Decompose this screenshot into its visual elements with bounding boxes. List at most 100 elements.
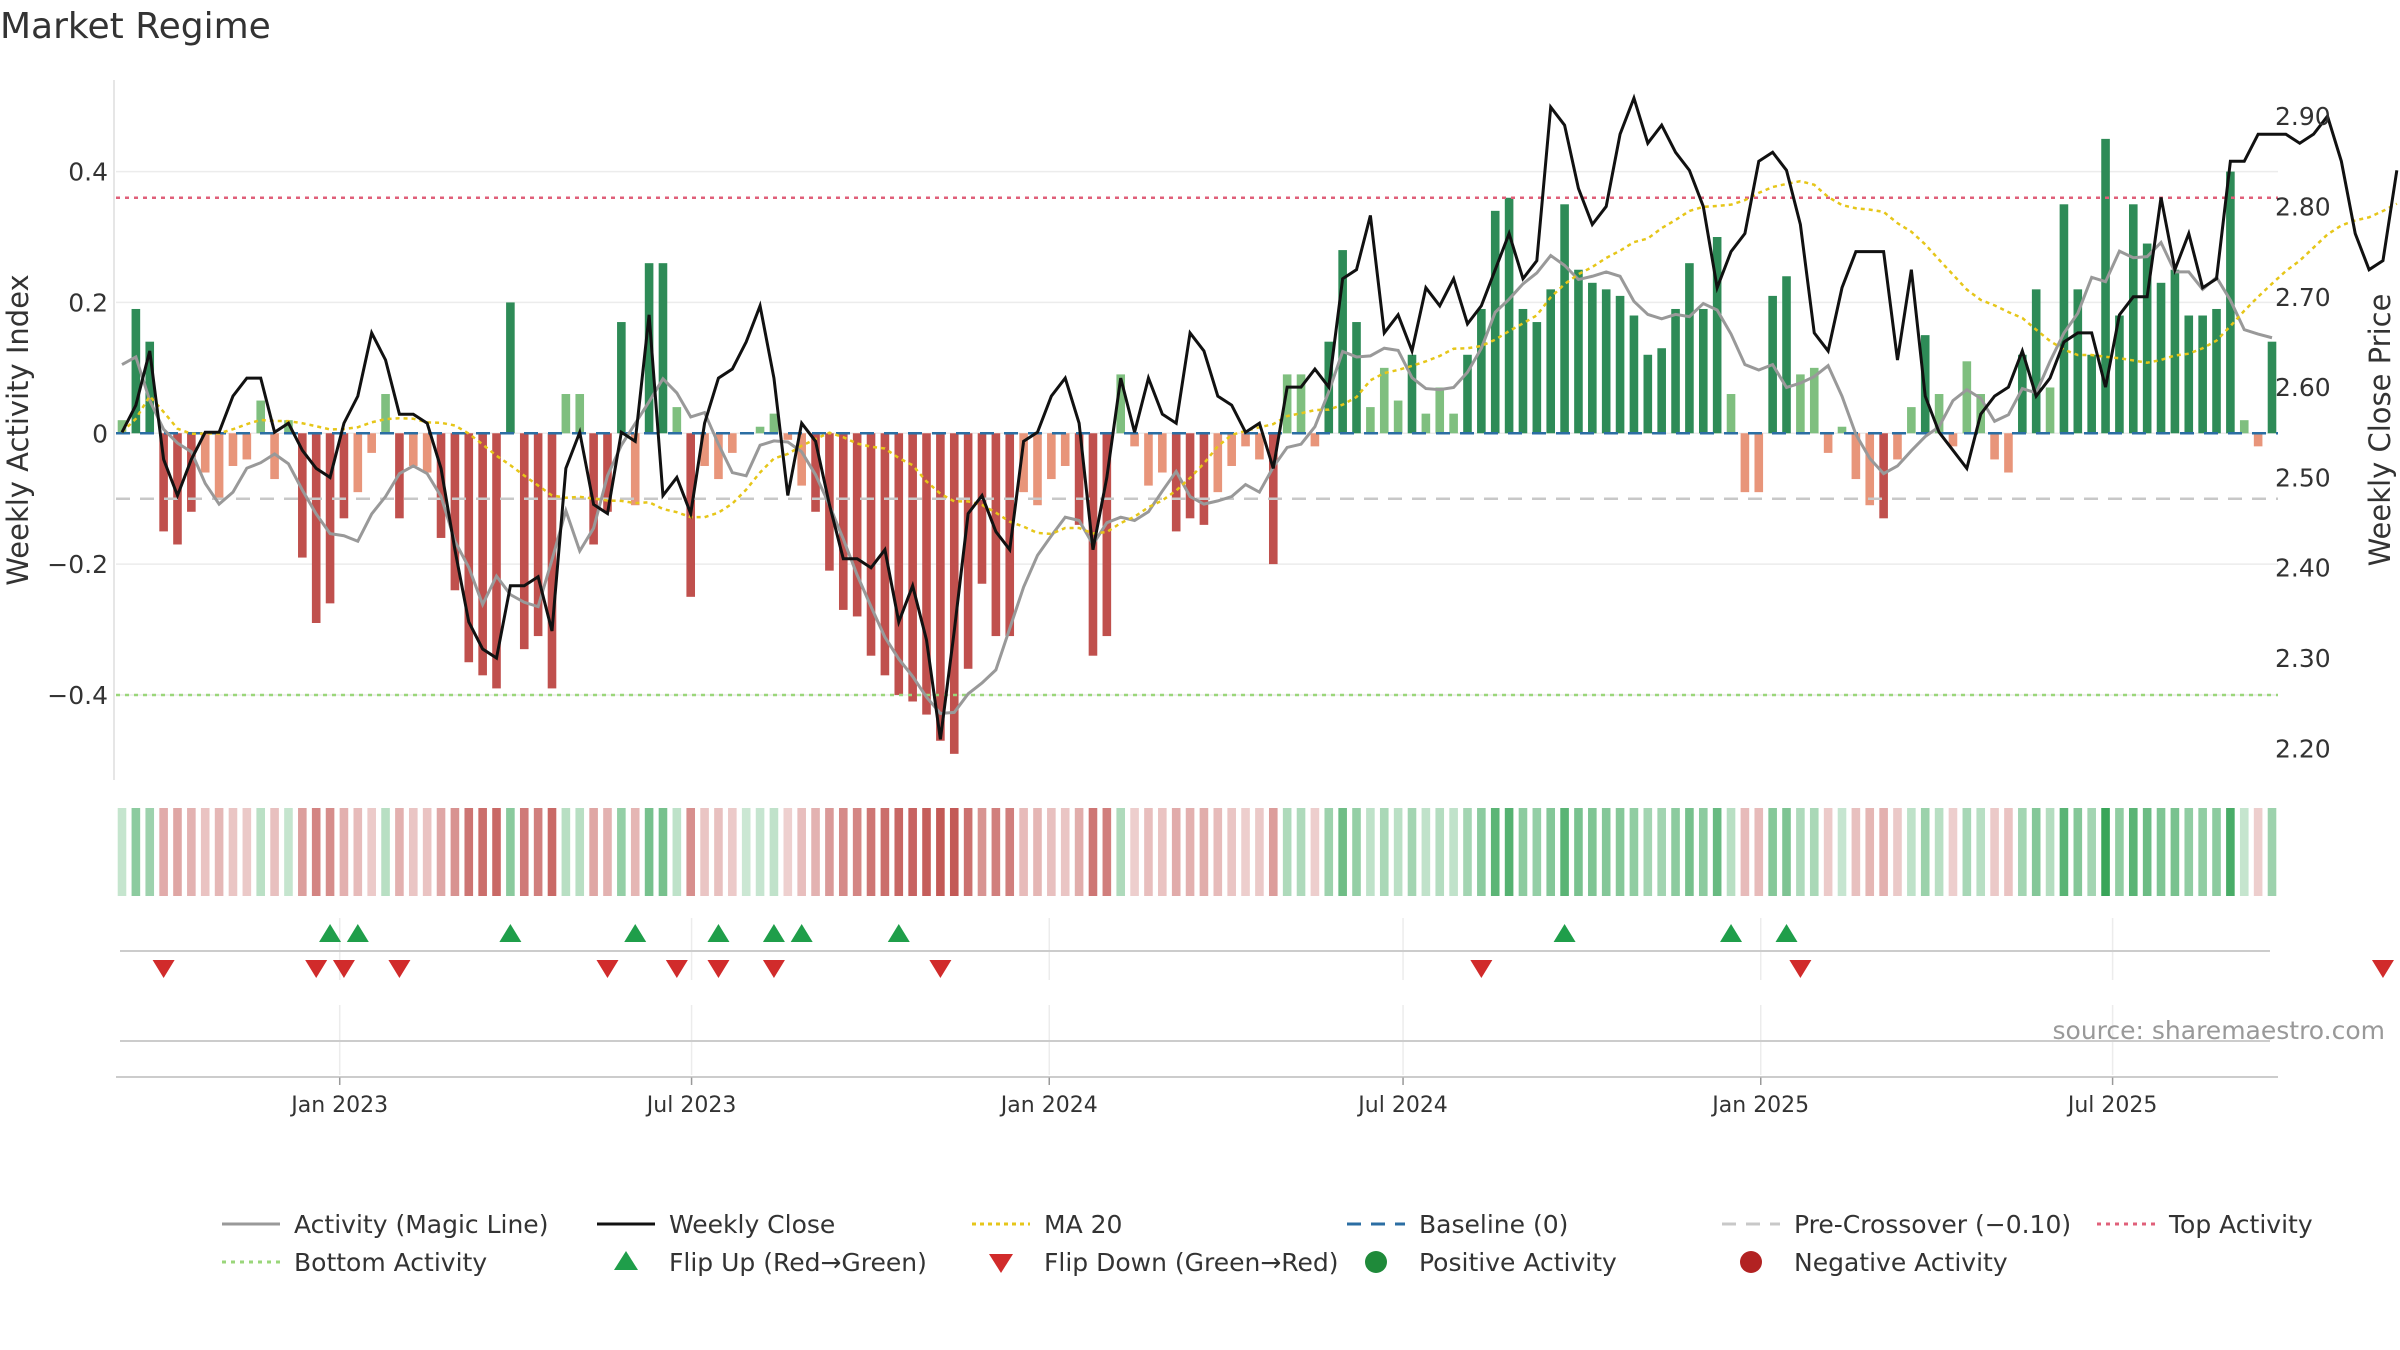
flip-down-marker [665,960,688,978]
legend-label: Top Activity [2168,1210,2313,1239]
legend-label: Positive Activity [1419,1248,1617,1277]
activity-bar [1379,367,1389,434]
regime-strip-cell [1504,808,1514,896]
activity-bar [2045,387,2055,434]
activity-bar [1102,433,1112,637]
regime-strip-cell [131,808,141,896]
activity-bar [1823,433,1833,453]
activity-bar [1643,354,1653,434]
legend-swatch [1740,1251,1762,1273]
activity-bar [1532,322,1542,434]
x-tick-label: Jul 2023 [645,1093,737,1118]
activity-bar [1366,407,1375,434]
activity-bar [2156,282,2166,434]
activity-bar [1421,413,1431,434]
regime-strip-cell [1643,808,1653,896]
activity-bar [2004,433,2013,473]
regime-strip-cell [2239,808,2249,896]
flip-down-marker [1789,960,1812,978]
activity-bar [575,394,585,434]
regime-strip-cell [1490,808,1500,896]
activity-bar [353,433,363,493]
regime-strip-cell [228,808,238,896]
flip-up-marker [624,924,647,942]
activity-bar [478,433,487,676]
regime-strip-cell [2059,808,2069,896]
activity-bar [2087,354,2096,434]
activity-bar [381,394,390,434]
regime-strip-cell [811,808,820,896]
flip-down-marker [332,960,355,978]
flip-up-marker [346,924,369,942]
regime-strip-cell [436,808,446,896]
regime-strip-cell [2031,808,2041,896]
regime-strip-cell [2018,808,2027,896]
y2-tick-label: 2.50 [2275,463,2331,492]
activity-bar [242,433,252,460]
activity-bar [755,426,765,434]
regime-strip-cell [672,808,682,896]
regime-strip-cell [936,808,945,896]
activity-bar [1796,374,1805,434]
legend-swatch [989,1254,1013,1273]
y2-tick-label: 2.80 [2275,192,2331,221]
activity-bar [797,433,806,486]
activity-bar [1338,250,1347,434]
regime-strip-cell [2101,808,2110,896]
regime-strip-cell [894,808,904,896]
activity-bar [1712,237,1722,434]
flip-down-marker [707,960,730,978]
activity-bar [1601,289,1611,434]
regime-strip-cell [117,808,127,896]
regime-strip-cell [561,808,571,896]
legend-label: Flip Up (Red→Green) [669,1248,927,1277]
regime-strip-cell [949,808,959,896]
activity-bar [1352,322,1361,434]
activity-bar [1907,407,1916,434]
regime-strip-cell [2170,808,2180,896]
regime-strip-cell [1823,808,1833,896]
activity-bars [117,138,2277,754]
activity-bar [561,394,571,434]
activity-bar [1893,433,1902,460]
regime-strip [117,808,2277,896]
regime-strip-cell [381,808,390,896]
activity-bar [1560,204,1569,434]
regime-strip-cell [1158,808,1167,896]
activity-bar [1185,433,1195,519]
y-tick-label: −0.4 [47,681,108,710]
regime-strip-cell [2045,808,2055,896]
activity-bar [2073,289,2083,434]
regime-strip-cell [2253,808,2263,896]
regime-strip-cell [1685,808,1694,896]
activity-bar [436,433,446,538]
activity-bar [783,433,793,440]
regime-strip-cell [2184,808,2194,896]
activity-bar [519,433,529,650]
activity-bar [1074,433,1084,525]
regime-strip-cell [1435,808,1445,896]
regime-strip-cell [630,808,640,896]
flip-down-marker [1470,960,1493,978]
activity-bar [145,341,155,434]
flip-up-marker [790,924,813,942]
regime-strip-cell [1116,808,1126,896]
regime-strip-cell [533,808,543,896]
activity-bar [2170,269,2180,434]
regime-strip-cell [298,808,307,896]
regime-strip-cell [1768,808,1777,896]
regime-strip-cell [1588,808,1597,896]
activity-bar [1504,197,1514,434]
flip-down-marker [305,960,328,978]
regime-strip-cell [1310,808,1320,896]
regime-strip-cell [1296,808,1306,896]
regime-strip-cell [200,808,210,896]
x-tick-label: Jan 2023 [289,1093,388,1118]
activity-bar [1851,433,1861,480]
activity-bar [1615,295,1625,434]
regime-strip-cell [1893,808,1902,896]
regime-strip-cell [991,808,1001,896]
regime-strip-cell [1851,808,1861,896]
activity-bar [949,433,959,754]
regime-strip-cell [1227,808,1236,896]
